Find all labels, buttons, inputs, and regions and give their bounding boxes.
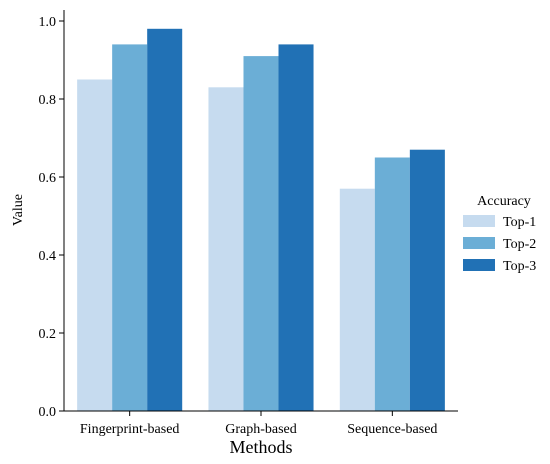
y-tick-label: 0.0 [39,405,57,420]
x-axis-ticks: Fingerprint-based Graph-based Sequence-bas… [80,411,437,437]
bar-top-3-graph-based [278,44,314,412]
bar-top-1-sequence-based [339,188,375,411]
x-tick-label: Sequence-based [347,422,437,437]
bar-top-1-graph-based [208,87,244,412]
x-axis-title: Methods [230,437,293,457]
y-tick-label: 0.2 [39,327,57,342]
legend-swatch-top-3 [463,259,495,271]
bar-top-3-fingerprint-based [147,28,183,412]
legend: Accuracy Top-1 Top-2 Top-3 [463,194,536,274]
y-tick-label: 0.8 [39,93,57,108]
y-tick-label: 1.0 [39,15,57,30]
x-tick-label: Fingerprint-based [80,422,180,437]
y-axis-title: Value [11,194,26,226]
bars-group [77,28,445,412]
x-tick-label: Graph-based [225,422,297,437]
bar-top-2-sequence-based [374,157,410,411]
y-tick-label: 0.4 [39,249,57,264]
legend-title: Accuracy [477,194,531,209]
y-tick-label: 0.6 [39,171,57,186]
legend-label-top-3: Top-3 [503,259,536,274]
legend-label-top-2: Top-2 [503,237,536,252]
legend-swatch-top-1 [463,215,495,227]
bar-top-3-sequence-based [409,149,445,411]
legend-label-top-1: Top-1 [503,215,536,230]
legend-swatch-top-2 [463,237,495,249]
y-axis-ticks: 0.0 0.2 0.4 0.6 0.8 1.0 [39,15,64,420]
bar-top-2-fingerprint-based [112,44,148,412]
bar-top-1-fingerprint-based [77,79,113,411]
bar-top-2-graph-based [243,56,279,411]
